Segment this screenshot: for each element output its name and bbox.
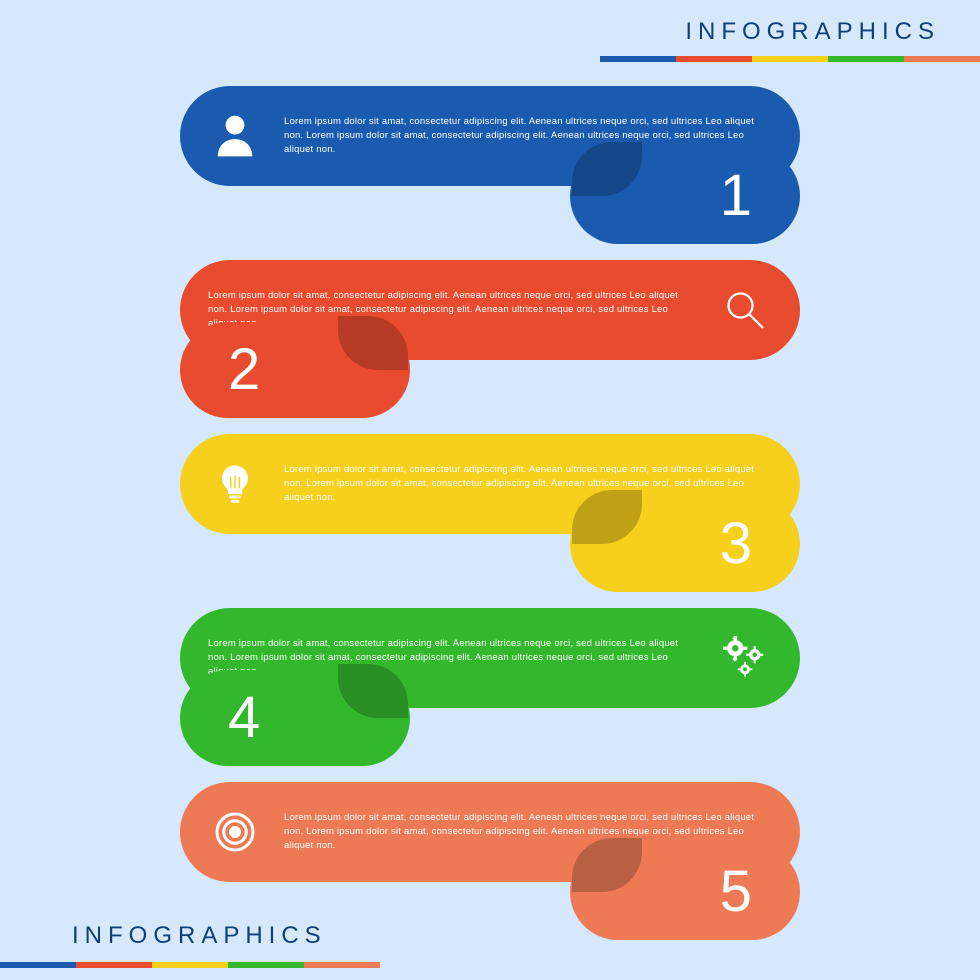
person-icon: [208, 109, 262, 163]
step-3-number: 3: [720, 515, 752, 573]
colorbar-segment: [828, 56, 904, 62]
colorbar-segment: [904, 56, 980, 62]
colorbar-segment: [752, 56, 828, 62]
step-5-number: 5: [720, 863, 752, 921]
step-2-number: 2: [228, 341, 260, 399]
steps-container: Lorem ipsum dolor sit amat, consectetur …: [180, 86, 800, 946]
step-1: Lorem ipsum dolor sit amat, consectetur …: [180, 86, 800, 254]
colorbar-top: [600, 56, 980, 62]
step-5: Lorem ipsum dolor sit amat, consectetur …: [180, 782, 800, 940]
colorbar-segment: [152, 962, 228, 968]
colorbar-segment: [76, 962, 152, 968]
magnifier-icon: [718, 283, 772, 337]
colorbar-segment: [0, 962, 76, 968]
infographic-canvas: INFOGRAPHICS Lorem ipsum dolor sit amat,…: [0, 0, 980, 980]
step-3: Lorem ipsum dolor sit amat, consectetur …: [180, 434, 800, 602]
title-top: INFOGRAPHICS: [685, 18, 940, 46]
step-4: Lorem ipsum dolor sit amat, consectetur …: [180, 608, 800, 776]
gears-icon: [718, 631, 772, 685]
colorbar-segment: [676, 56, 752, 62]
colorbar-segment: [228, 962, 304, 968]
colorbar-segment: [600, 56, 676, 62]
colorbar-bottom: [0, 962, 380, 968]
step-1-number: 1: [720, 167, 752, 225]
colorbar-segment: [304, 962, 380, 968]
title-bottom: INFOGRAPHICS: [72, 922, 327, 950]
step-4-number: 4: [228, 689, 260, 747]
lightbulb-icon: [208, 457, 262, 511]
step-2: Lorem ipsum dolor sit amat, consectetur …: [180, 260, 800, 428]
target-icon: [208, 805, 262, 859]
